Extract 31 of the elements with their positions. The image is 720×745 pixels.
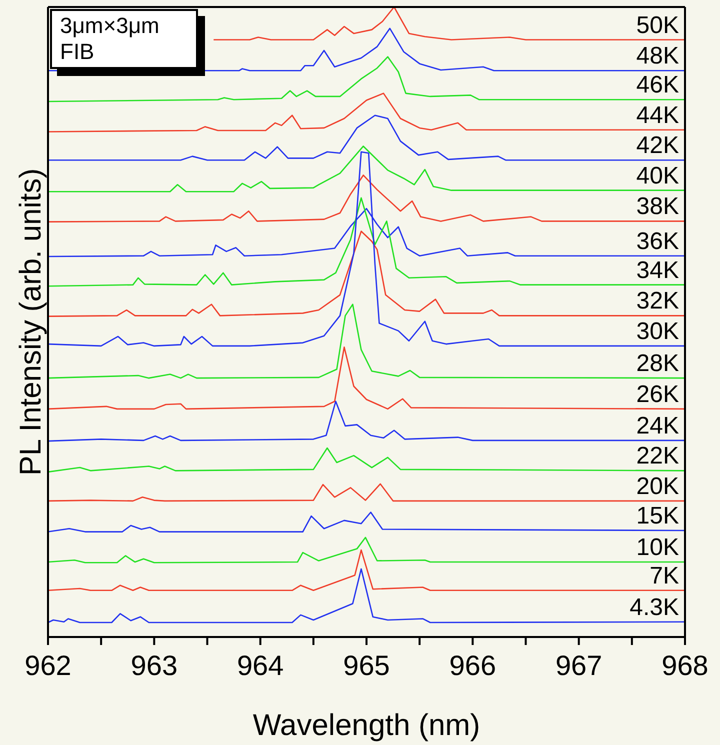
series-label: 38K bbox=[636, 193, 679, 220]
x-tick-label: 967 bbox=[555, 650, 602, 681]
series-label: 15K bbox=[636, 502, 679, 530]
x-tick-label: 965 bbox=[343, 650, 390, 681]
series-label: 10K bbox=[636, 534, 679, 562]
series-label: 26K bbox=[636, 380, 679, 408]
x-tick-label: 963 bbox=[130, 650, 178, 681]
series-label: 44K bbox=[636, 102, 679, 129]
series-label: 22K bbox=[636, 442, 679, 470]
series-label: 48K bbox=[636, 42, 679, 70]
series-label: 24K bbox=[636, 412, 679, 440]
annotation: FIB bbox=[60, 39, 96, 65]
series-label: 36K bbox=[636, 228, 679, 255]
x-axis-title: Wavelength (nm) bbox=[252, 709, 480, 742]
series-label: 40K bbox=[636, 162, 679, 190]
series-label: 4.3K bbox=[630, 594, 679, 621]
x-tick-label: 966 bbox=[449, 650, 496, 681]
annotation: 3μm×3μm bbox=[60, 13, 160, 39]
y-axis-title: PL Intensity (arb. units) bbox=[14, 168, 48, 476]
series-label: 34K bbox=[636, 256, 679, 284]
series-label: 7K bbox=[650, 562, 679, 590]
series-label: 46K bbox=[636, 72, 679, 99]
series-label: 20K bbox=[636, 472, 679, 500]
x-tick-label: 964 bbox=[236, 650, 284, 681]
x-tick-label: 962 bbox=[24, 650, 72, 681]
series-label: 50K bbox=[636, 12, 679, 39]
series-label: 32K bbox=[636, 288, 679, 315]
series-label: 28K bbox=[636, 350, 679, 378]
series-label: 30K bbox=[636, 318, 679, 345]
series-label: 42K bbox=[636, 132, 679, 160]
x-tick-label: 968 bbox=[662, 650, 708, 681]
